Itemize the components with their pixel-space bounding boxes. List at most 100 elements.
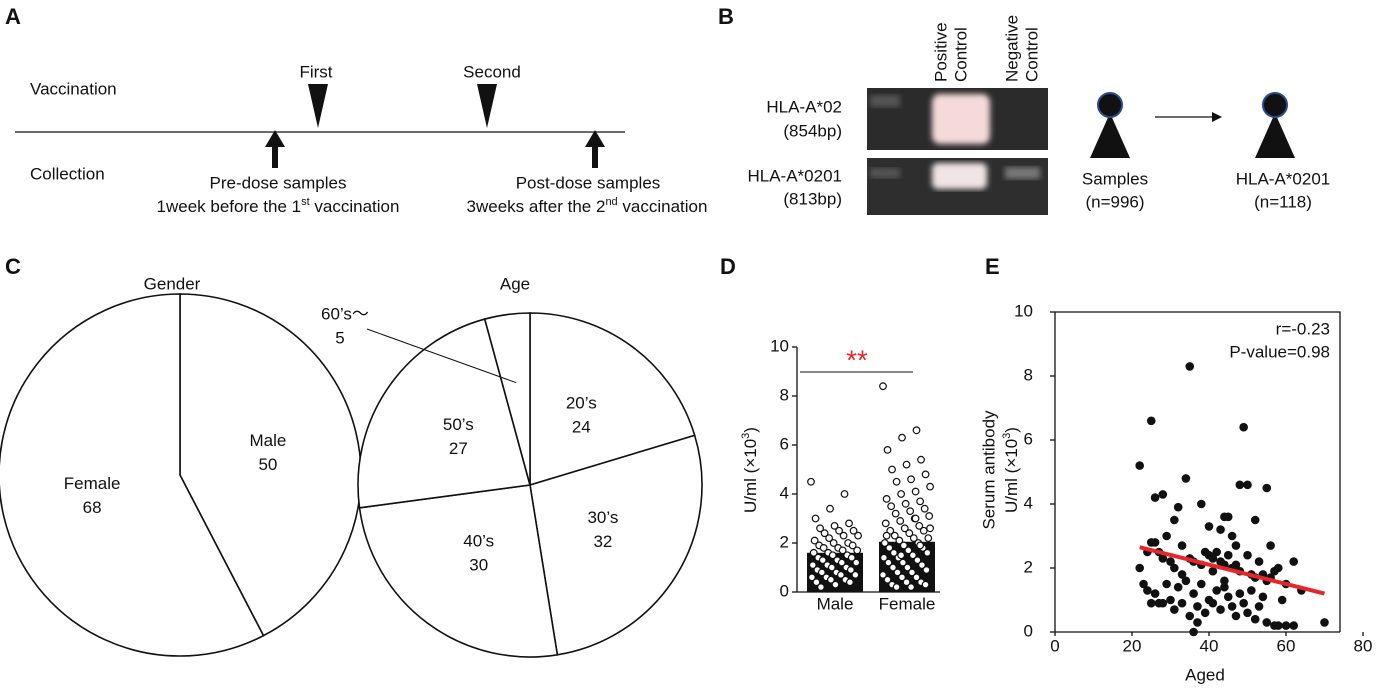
data-point [1189, 627, 1198, 637]
data-point [826, 504, 834, 513]
data-point [898, 433, 906, 442]
data-point [896, 517, 905, 525]
data-point [818, 556, 827, 565]
data-point [922, 566, 931, 574]
panel-label: A [5, 4, 21, 29]
data-point [846, 566, 855, 574]
data-point [917, 455, 925, 464]
chart-title: Age [500, 274, 530, 293]
slice-value: 50 [258, 455, 277, 474]
slice-label: Male [249, 431, 286, 450]
label-text: U/ml (×10 [741, 439, 760, 513]
data-point [1243, 480, 1252, 490]
data-point [883, 575, 892, 584]
data-point [816, 524, 824, 533]
data-point [827, 563, 836, 572]
panel-label: E [985, 254, 1000, 279]
group-name: Samples [1082, 169, 1148, 188]
sample-title: Post-dose samples [516, 173, 661, 192]
data-point [1258, 592, 1268, 602]
sample-arrow [585, 130, 605, 168]
data-point [1197, 499, 1206, 509]
data-point [1189, 589, 1198, 598]
data-point [907, 583, 915, 591]
data-point [880, 539, 889, 547]
data-point [916, 541, 925, 550]
annotation: r=-0.23 [1276, 319, 1330, 338]
y-tick-label: 0 [1024, 621, 1033, 640]
data-point [890, 531, 899, 540]
dose-arrow [308, 84, 328, 128]
panel-label: D [720, 254, 736, 279]
data-point [906, 507, 915, 516]
data-point [903, 563, 912, 572]
data-point [1139, 579, 1148, 589]
row-label: Collection [30, 164, 105, 183]
data-point [898, 573, 906, 582]
data-point [831, 580, 840, 589]
data-point [1320, 618, 1329, 627]
lane-label: Positive [931, 22, 950, 82]
data-point [835, 526, 843, 535]
data-point [829, 539, 838, 547]
y-tick-label: 8 [780, 385, 789, 404]
panel-label: C [5, 254, 21, 279]
data-point [920, 504, 929, 513]
data-point [1243, 550, 1252, 560]
data-point [911, 487, 920, 496]
data-point [892, 583, 901, 591]
data-point [1158, 554, 1168, 563]
data-point [1162, 531, 1171, 541]
data-point [889, 548, 898, 557]
data-point [819, 544, 828, 552]
data-point [1177, 541, 1187, 550]
data-point [830, 521, 839, 530]
data-point [1235, 589, 1245, 598]
data-point [1158, 598, 1168, 608]
data-point [811, 514, 820, 523]
gene-name: HLA-A*02 [766, 97, 842, 116]
y-tick-label: 2 [1024, 557, 1033, 576]
gene-name: HLA-A*0201 [747, 166, 842, 185]
note-sup: st [301, 196, 310, 208]
data-point [897, 551, 906, 560]
data-point [1166, 557, 1175, 566]
data-point [889, 563, 897, 572]
data-point [1216, 525, 1225, 534]
data-point [808, 573, 816, 582]
data-point [911, 514, 920, 523]
pie-slice [179, 293, 362, 637]
data-point [1281, 621, 1291, 630]
data-point [1185, 611, 1195, 621]
data-point [921, 470, 930, 479]
label-sup: 3 [740, 433, 752, 439]
data-point [1262, 618, 1272, 627]
data-point [883, 446, 892, 454]
data-point [1231, 541, 1241, 550]
data-point [1170, 515, 1179, 525]
data-point [808, 561, 817, 569]
data-point [840, 490, 849, 498]
data-point [1173, 502, 1183, 512]
data-point [899, 541, 908, 550]
y-axis-label: U/ml (×103) [1001, 427, 1022, 513]
data-point [1166, 595, 1175, 605]
data-point [908, 568, 916, 577]
significance: ** [846, 344, 868, 375]
chart-title: Gender [144, 274, 201, 293]
data-point [1212, 586, 1221, 595]
data-point [1143, 586, 1152, 595]
gene-size: (854bp) [783, 121, 842, 140]
data-point [1247, 586, 1256, 595]
data-point [1239, 422, 1248, 432]
data-point [1235, 480, 1245, 490]
dose-arrow [477, 84, 497, 128]
data-point [893, 568, 902, 577]
data-point [1254, 602, 1264, 611]
annotation: P-value=0.98 [1229, 342, 1330, 361]
data-point [809, 548, 818, 557]
data-point [912, 573, 921, 582]
plot-frame [1054, 311, 1341, 632]
data-point [1254, 557, 1264, 566]
data-point [1200, 608, 1210, 618]
